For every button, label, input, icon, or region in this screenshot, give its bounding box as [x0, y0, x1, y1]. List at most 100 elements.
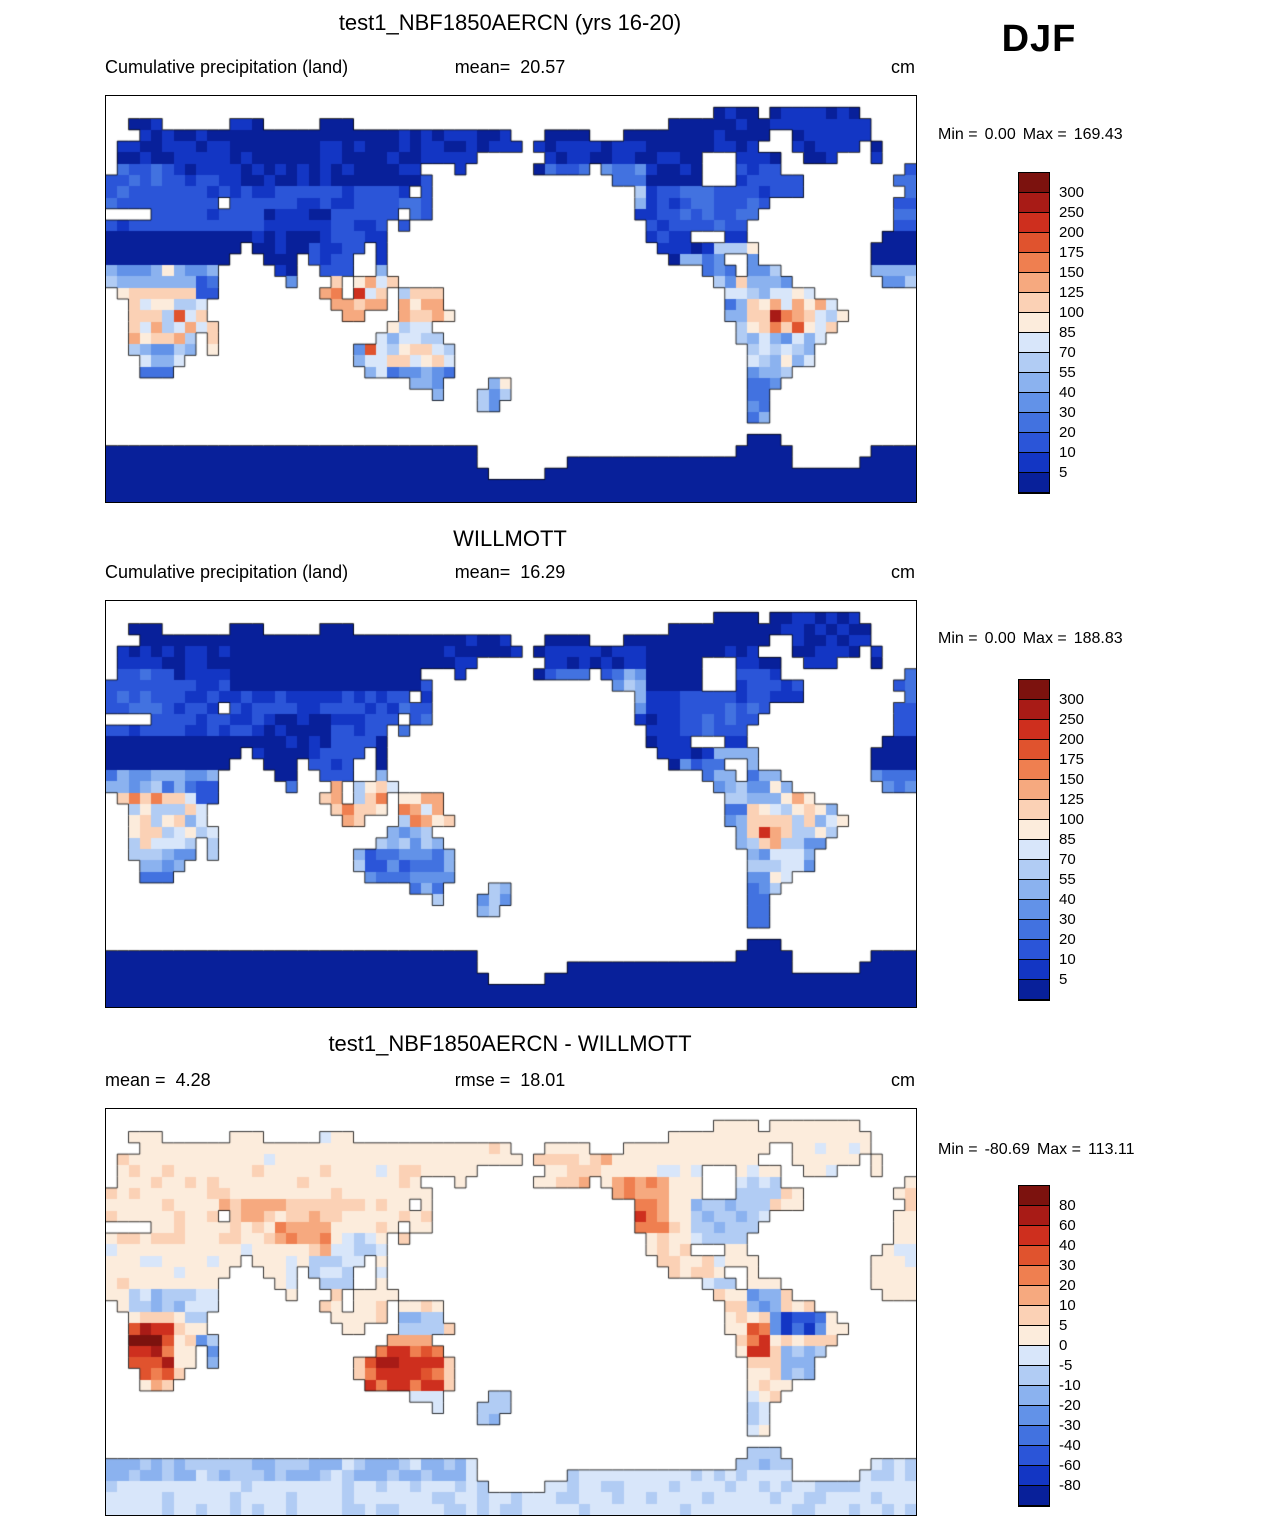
colorbar-segment	[1019, 453, 1049, 473]
colorbar-tick-label: -10	[1059, 1377, 1081, 1394]
max-value: 169.43	[1073, 126, 1123, 143]
colorbar-segment	[1019, 253, 1049, 273]
minmax-line-model: Min = 0.00 Max = 169.43	[938, 126, 1198, 144]
colorbar-segment	[1019, 1306, 1049, 1326]
panel-subtitle-row-model: Cumulative precipitation (land) mean= 20…	[105, 57, 915, 81]
colorbar-segment	[1019, 1266, 1049, 1286]
colorbar-tick-label: 10	[1059, 444, 1076, 461]
colorbar-tick-label: 55	[1059, 871, 1076, 888]
colorbar-tick-label: 60	[1059, 1217, 1076, 1234]
colorbar-tick-label: 30	[1059, 404, 1076, 421]
colorbar-segment	[1019, 980, 1049, 1000]
colorbar-model: 300 250 200 175 150 125 100 85 70 55 40 30 20 10 5	[1018, 172, 1084, 494]
colorbar-tick-label: 30	[1059, 911, 1076, 928]
colorbar-segment	[1019, 1486, 1049, 1506]
max-label: Max =	[1022, 630, 1067, 647]
colorbar-segment	[1019, 1226, 1049, 1246]
colorbar-tick-label: -80	[1059, 1477, 1081, 1494]
colorbar-tick-label: 40	[1059, 891, 1076, 908]
colorbar-tick-label: 20	[1059, 424, 1076, 441]
colorbar-segment	[1019, 1186, 1049, 1206]
colorbar-segment	[1019, 1426, 1049, 1446]
colorbar-tick-label: 55	[1059, 364, 1076, 381]
colorbar-segment	[1019, 1446, 1049, 1466]
colorbar-segment	[1019, 233, 1049, 253]
colorbar-segment	[1019, 1366, 1049, 1386]
colorbar-tick-label: 70	[1059, 851, 1076, 868]
colorbar-segment	[1019, 333, 1049, 353]
rmse-value: 18.01	[520, 1070, 566, 1090]
panel-title-model: test1_NBF1850AERCN (yrs 16-20)	[338, 10, 682, 35]
mean-value: 4.28	[175, 1070, 211, 1090]
variable-label: Cumulative precipitation (land)	[105, 562, 349, 582]
colorbar-tick-label: 175	[1059, 751, 1085, 768]
colorbar-tick-label: 30	[1059, 1257, 1076, 1274]
colorbar-tick-label: 125	[1059, 791, 1085, 808]
colorbar-segment	[1019, 293, 1049, 313]
max-label: Max =	[1022, 126, 1067, 143]
panel-title-obs: WILLMOTT	[453, 526, 567, 551]
colorbar-segment	[1019, 720, 1049, 740]
colorbar-diff: 80 60 40 30 20 10 5 0 -5 -10 -20 -30 -40 -60 -80	[1018, 1185, 1081, 1507]
colorbar-tick-label: -40	[1059, 1437, 1081, 1454]
rmse-stat: rmse = 18.01	[105, 1070, 915, 1091]
colorbar-tick-label: 0	[1059, 1337, 1068, 1354]
colorbar-segment	[1019, 473, 1049, 493]
colorbar-tick-label: 150	[1059, 771, 1085, 788]
colorbar-segment	[1019, 700, 1049, 720]
max-label: Max =	[1036, 1141, 1081, 1158]
colorbar-segment	[1019, 940, 1049, 960]
colorbar-segment	[1019, 1386, 1049, 1406]
units-label: cm	[891, 57, 915, 77]
colorbar-tick-label: 70	[1059, 344, 1076, 361]
colorbar-segment	[1019, 920, 1049, 940]
min-label: Min =	[938, 126, 978, 143]
colorbar-segment	[1019, 740, 1049, 760]
min-value: 0.00	[984, 126, 1016, 143]
colorbar-tick-label: 175	[1059, 244, 1085, 261]
colorbar-tick-label: 20	[1059, 931, 1076, 948]
colorbar-tick-label: 85	[1059, 324, 1076, 341]
colorbar-segment	[1019, 313, 1049, 333]
colorbar-tick-label: 150	[1059, 264, 1085, 281]
colorbar-tick-label: 250	[1059, 204, 1085, 221]
units-label: cm	[891, 562, 915, 582]
colorbar-tick-label: 5	[1059, 971, 1068, 988]
min-value: -80.69	[984, 1141, 1030, 1158]
colorbar-segment	[1019, 1346, 1049, 1366]
colorbar-segment	[1019, 1246, 1049, 1266]
colorbar-tick-label: 100	[1059, 811, 1085, 828]
season-label: DJF	[1001, 18, 1077, 60]
colorbar-segment	[1019, 1466, 1049, 1486]
map-canvas-obs	[105, 600, 917, 1008]
colorbar-tick-label: 85	[1059, 831, 1076, 848]
colorbar-tick-label: -5	[1059, 1357, 1073, 1374]
colorbar-tick-label: 300	[1059, 691, 1085, 708]
colorbar-segment	[1019, 880, 1049, 900]
colorbar-segment	[1019, 413, 1049, 433]
colorbar-segment	[1019, 1326, 1049, 1346]
min-label: Min =	[938, 1141, 978, 1158]
colorbar-segment	[1019, 900, 1049, 920]
mean-stat: mean = 4.28	[105, 1070, 211, 1091]
colorbar-tick-label: 5	[1059, 1317, 1068, 1334]
colorbar-tick-label: 80	[1059, 1197, 1076, 1214]
panel-subtitle-row-obs: Cumulative precipitation (land) mean= 16…	[105, 562, 915, 586]
colorbar-segment	[1019, 213, 1049, 233]
colorbar-segment	[1019, 193, 1049, 213]
mean-stat: mean= 16.29	[105, 562, 915, 583]
colorbar-tick-label: 20	[1059, 1277, 1076, 1294]
max-value: 188.83	[1073, 630, 1123, 647]
minmax-line-obs: Min = 0.00 Max = 188.83	[938, 630, 1198, 648]
mean-value: 16.29	[520, 562, 566, 582]
colorbar-segment	[1019, 680, 1049, 700]
colorbar-segment	[1019, 860, 1049, 880]
minmax-line-diff: Min = -80.69 Max = 113.11	[938, 1141, 1198, 1159]
colorbar-segment	[1019, 1286, 1049, 1306]
colorbar-segment	[1019, 780, 1049, 800]
colorbar-tick-label: 10	[1059, 1297, 1076, 1314]
colorbar-segment	[1019, 840, 1049, 860]
colorbar-tick-label: 40	[1059, 384, 1076, 401]
variable-label: Cumulative precipitation (land)	[105, 57, 349, 77]
colorbar-tick-label: 10	[1059, 951, 1076, 968]
